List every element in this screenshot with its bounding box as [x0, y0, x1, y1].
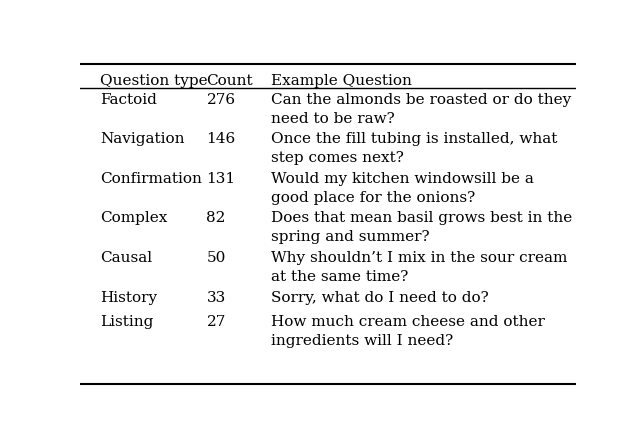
Text: 276: 276 — [207, 92, 236, 107]
Text: How much cream cheese and other
ingredients will I need?: How much cream cheese and other ingredie… — [271, 315, 545, 348]
Text: Navigation: Navigation — [100, 132, 184, 146]
Text: Can the almonds be roasted or do they
need to be raw?: Can the almonds be roasted or do they ne… — [271, 92, 572, 126]
Text: Listing: Listing — [100, 315, 153, 329]
Text: Question type: Question type — [100, 74, 207, 88]
Text: Confirmation: Confirmation — [100, 172, 202, 186]
Text: 50: 50 — [207, 251, 226, 265]
Text: Complex: Complex — [100, 211, 167, 225]
Text: 146: 146 — [207, 132, 236, 146]
Text: 33: 33 — [207, 291, 226, 305]
Text: Would my kitchen windowsill be a
good place for the onions?: Would my kitchen windowsill be a good pl… — [271, 172, 534, 205]
Text: History: History — [100, 291, 157, 305]
Text: Once the fill tubing is installed, what
step comes next?: Once the fill tubing is installed, what … — [271, 132, 557, 165]
Text: Why shouldn’t I mix in the sour cream
at the same time?: Why shouldn’t I mix in the sour cream at… — [271, 251, 567, 284]
Text: Example Question: Example Question — [271, 74, 412, 88]
Text: Causal: Causal — [100, 251, 152, 265]
Text: Factoid: Factoid — [100, 92, 157, 107]
Text: 82: 82 — [207, 211, 226, 225]
Text: 131: 131 — [207, 172, 236, 186]
Text: Sorry, what do I need to do?: Sorry, what do I need to do? — [271, 291, 489, 305]
Text: Does that mean basil grows best in the
spring and summer?: Does that mean basil grows best in the s… — [271, 211, 572, 245]
Text: 27: 27 — [207, 315, 226, 329]
Text: Count: Count — [207, 74, 253, 88]
